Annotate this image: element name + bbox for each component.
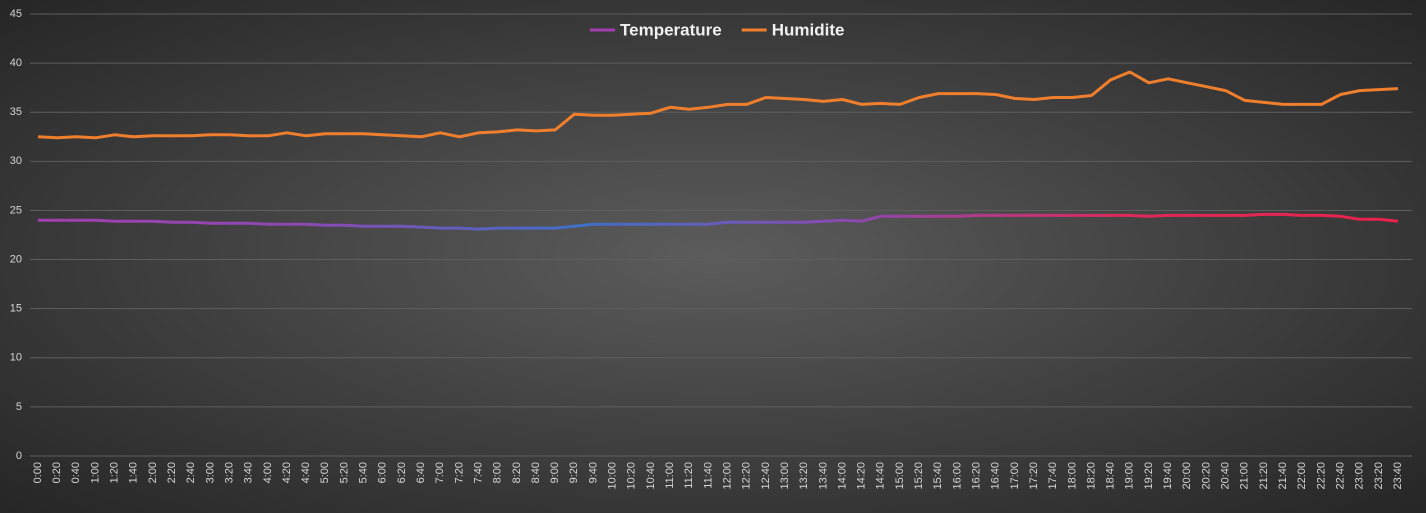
x-tick-label: 20:20: [1200, 462, 1212, 490]
x-tick-label: 23:40: [1392, 462, 1404, 490]
x-tick-label: 6:20: [396, 462, 408, 483]
x-tick-label: 12:20: [741, 462, 753, 490]
x-tick-label: 3:40: [243, 462, 255, 483]
x-tick-label: 16:20: [970, 462, 982, 490]
x-tick-label: 22:20: [1315, 462, 1327, 490]
x-tick-label: 1:00: [89, 462, 101, 483]
x-tick-label: 4:20: [281, 462, 293, 483]
x-tick-label: 21:20: [1258, 462, 1270, 490]
x-tick-label: 7:00: [434, 462, 446, 483]
x-tick-label: 10:40: [645, 462, 657, 490]
x-tick-label: 20:40: [1220, 462, 1232, 490]
x-tick-label: 21:00: [1239, 462, 1251, 490]
x-tick-label: 19:00: [1124, 462, 1136, 490]
y-tick-label: 25: [10, 204, 22, 216]
x-tick-label: 0:40: [70, 462, 82, 483]
x-tick-label: 20:00: [1181, 462, 1193, 490]
y-tick-label: 30: [10, 155, 22, 167]
x-tick-label: 7:20: [453, 462, 465, 483]
x-tick-label: 9:00: [549, 462, 561, 483]
x-tick-label: 13:20: [798, 462, 810, 490]
y-tick-label: 15: [10, 303, 22, 315]
x-tick-label: 22:40: [1334, 462, 1346, 490]
y-tick-label: 35: [10, 106, 22, 118]
x-tick-label: 9:40: [587, 462, 599, 483]
x-tick-label: 5:20: [338, 462, 350, 483]
x-tick-label: 17:40: [1047, 462, 1059, 490]
x-tick-label: 3:20: [223, 462, 235, 483]
x-tick-label: 23:20: [1373, 462, 1385, 490]
x-tick-label: 8:00: [492, 462, 504, 483]
x-tick-label: 18:40: [1105, 462, 1117, 490]
x-tick-label: 11:40: [702, 462, 714, 489]
x-tick-label: 6:00: [377, 462, 389, 483]
x-tick-label: 15:00: [894, 462, 906, 490]
x-tick-label: 15:40: [932, 462, 944, 490]
x-tick-label: 18:00: [1066, 462, 1078, 490]
x-tick-label: 12:00: [721, 462, 733, 490]
x-tick-label: 2:20: [166, 462, 178, 483]
x-tick-label: 15:20: [913, 462, 925, 490]
series-line: [38, 212, 1399, 231]
x-tick-label: 4:00: [262, 462, 274, 483]
x-tick-label: 2:00: [147, 462, 159, 483]
x-tick-label: 19:20: [1143, 462, 1155, 490]
x-tick-label: 13:40: [817, 462, 829, 490]
x-tick-label: 8:40: [530, 462, 542, 483]
legend: Temperature Humidite: [590, 20, 844, 39]
x-tick-label: 16:40: [990, 462, 1002, 490]
x-tick-label: 13:00: [779, 462, 791, 490]
y-tick-label: 40: [10, 57, 22, 69]
x-tick-label: 1:40: [128, 462, 140, 483]
x-tick-label: 21:40: [1277, 462, 1289, 490]
legend-label: Temperature: [620, 20, 722, 39]
x-tick-label: 17:20: [1028, 462, 1040, 490]
y-tick-label: 10: [10, 352, 22, 364]
x-tick-label: 2:40: [185, 462, 197, 483]
x-tick-label: 19:40: [1162, 462, 1174, 490]
x-tick-label: 4:40: [300, 462, 312, 483]
x-tick-label: 11:20: [683, 462, 695, 489]
x-tick-label: 1:20: [109, 462, 121, 483]
x-tick-label: 18:20: [1085, 462, 1097, 490]
x-tick-label: 7:40: [472, 462, 484, 483]
legend-label: Humidite: [772, 20, 845, 39]
x-tick-label: 23:00: [1354, 462, 1366, 490]
y-tick-label: 20: [10, 253, 22, 265]
y-tick-label: 45: [10, 8, 22, 20]
x-tick-label: 5:00: [319, 462, 331, 483]
x-tick-label: 0:20: [51, 462, 63, 483]
x-tick-label: 14:20: [856, 462, 868, 490]
x-tick-label: 17:00: [1009, 462, 1021, 490]
x-tick-label: 11:00: [664, 462, 676, 489]
x-tick-label: 14:40: [875, 462, 887, 490]
x-tick-label: 10:20: [626, 462, 638, 490]
x-tick-label: 16:00: [951, 462, 963, 490]
x-tick-label: 0:00: [32, 462, 44, 483]
x-tick-label: 5:40: [358, 462, 370, 483]
x-tick-label: 10:00: [607, 462, 619, 490]
x-tick-label: 8:20: [511, 462, 523, 483]
x-tick-label: 12:40: [760, 462, 772, 490]
y-tick-label: 0: [16, 450, 22, 462]
x-tick-label: 14:00: [836, 462, 848, 490]
x-tick-label: 22:00: [1296, 462, 1308, 490]
series-line: [37, 70, 1399, 140]
x-tick-label: 6:40: [415, 462, 427, 483]
x-tick-label: 3:00: [204, 462, 216, 483]
x-tick-label: 9:20: [568, 462, 580, 483]
y-tick-label: 5: [16, 401, 22, 413]
